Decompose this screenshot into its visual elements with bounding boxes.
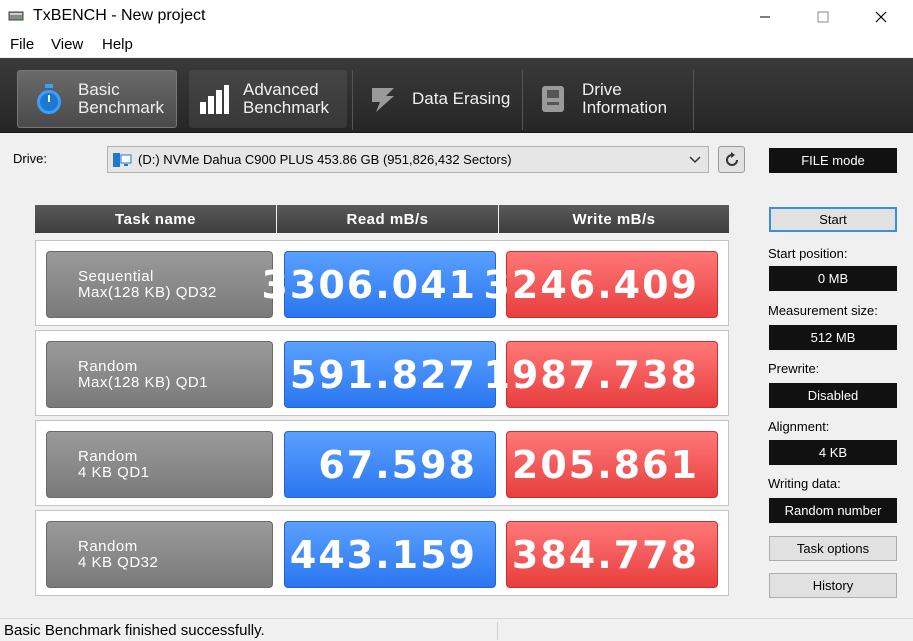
tab-erasing-label: Data Erasing [412, 89, 511, 108]
tab-drive-information[interactable]: Drive Information [528, 70, 693, 128]
app-drive-icon [8, 11, 24, 21]
read-value: 443.159 [284, 521, 496, 588]
tab-advanced-label-2: Benchmark [243, 98, 329, 117]
minimize-icon [760, 16, 770, 17]
write-value: 3246.409 [483, 251, 718, 318]
header-task-name: Task name [35, 205, 276, 233]
bar-chart-icon [200, 85, 229, 114]
tab-divider [693, 70, 694, 130]
refresh-icon [725, 151, 738, 166]
start-position-label: Start position: [768, 246, 848, 261]
tab-advanced-label-1: Advanced [243, 80, 319, 99]
start-button[interactable]: Start [769, 207, 897, 232]
read-value: 67.598 [284, 431, 496, 498]
task-line-1: Random [78, 447, 138, 465]
status-text: Basic Benchmark finished successfully. [4, 622, 265, 639]
measurement-size-label: Measurement size: [768, 303, 878, 318]
header-read: Read mB/s [277, 205, 498, 233]
tab-data-erasing[interactable]: Data Erasing [358, 70, 518, 128]
tab-advanced-benchmark[interactable]: Advanced Benchmark [189, 70, 347, 128]
read-value: 591.827 [284, 341, 496, 408]
tab-divider [352, 70, 353, 130]
file-mode-indicator: FILE mode [769, 148, 897, 173]
task-line-2: 4 KB QD1 [78, 463, 150, 481]
tab-basic-label-2: Benchmark [78, 98, 164, 117]
menu-view[interactable]: View [51, 36, 84, 53]
close-button[interactable] [858, 0, 904, 33]
read-value: 3306.041 [261, 251, 496, 318]
menu-file[interactable]: File [10, 36, 35, 53]
eraser-icon [372, 88, 394, 112]
tab-basic-benchmark[interactable]: Basic Benchmark [17, 70, 177, 128]
title-bar: TxBENCH - New project [0, 0, 913, 33]
drive-label: Drive: [13, 151, 47, 166]
task-line-2: Max(128 KB) QD1 [78, 373, 209, 391]
refresh-button[interactable] [718, 146, 745, 173]
task-button-random-max-qd1[interactable]: Random Max(128 KB) QD1 [46, 341, 273, 408]
alignment-value[interactable]: 4 KB [769, 440, 897, 465]
maximize-icon [817, 11, 829, 22]
maximize-button[interactable] [800, 0, 846, 33]
drive-select[interactable]: (D:) NVMe Dahua C900 PLUS 453.86 GB (951… [107, 146, 709, 173]
task-line-1: Random [78, 357, 138, 375]
prewrite-label: Prewrite: [768, 361, 820, 376]
status-divider [497, 622, 498, 640]
start-position-value[interactable]: 0 MB [769, 266, 897, 291]
drive-info-icon [542, 86, 564, 112]
write-value: 384.778 [506, 521, 718, 588]
stopwatch-icon [37, 84, 61, 114]
drive-monitor-icon [113, 152, 132, 167]
write-value: 205.861 [506, 431, 718, 498]
tab-drive-label-2: Information [582, 98, 668, 117]
menu-help[interactable]: Help [102, 36, 133, 53]
menu-bar: File View Help [0, 33, 913, 57]
window-title: TxBENCH - New project [33, 7, 206, 24]
task-options-button[interactable]: Task options [769, 536, 897, 561]
writing-data-value[interactable]: Random number [769, 498, 897, 523]
drive-selected-text: (D:) NVMe Dahua C900 PLUS 453.86 GB (951… [138, 152, 512, 167]
task-button-sequential[interactable]: Sequential Max(128 KB) QD32 [46, 251, 273, 318]
status-bar: Basic Benchmark finished successfully. [0, 618, 913, 641]
tab-divider [522, 70, 523, 130]
task-line-1: Random [78, 537, 138, 555]
task-line-2: 4 KB QD32 [78, 553, 159, 571]
close-icon [875, 11, 887, 22]
header-write: Write mB/s [499, 205, 729, 233]
mode-tab-bar: Basic Benchmark Advanced Benchmark Data … [0, 58, 913, 133]
writing-data-label: Writing data: [768, 476, 841, 491]
prewrite-value[interactable]: Disabled [769, 383, 897, 408]
history-button[interactable]: History [769, 573, 897, 598]
minimize-button[interactable] [742, 0, 788, 33]
chevron-down-icon [689, 156, 701, 164]
tab-basic-label-1: Basic [78, 80, 120, 99]
task-line-1: Sequential [78, 267, 154, 285]
alignment-label: Alignment: [768, 419, 830, 434]
task-button-random-4k-qd32[interactable]: Random 4 KB QD32 [46, 521, 273, 588]
measurement-size-value[interactable]: 512 MB [769, 325, 897, 350]
write-value: 1987.738 [483, 341, 718, 408]
tab-drive-label-1: Drive [582, 80, 622, 99]
task-line-2: Max(128 KB) QD32 [78, 283, 217, 301]
task-button-random-4k-qd1[interactable]: Random 4 KB QD1 [46, 431, 273, 498]
